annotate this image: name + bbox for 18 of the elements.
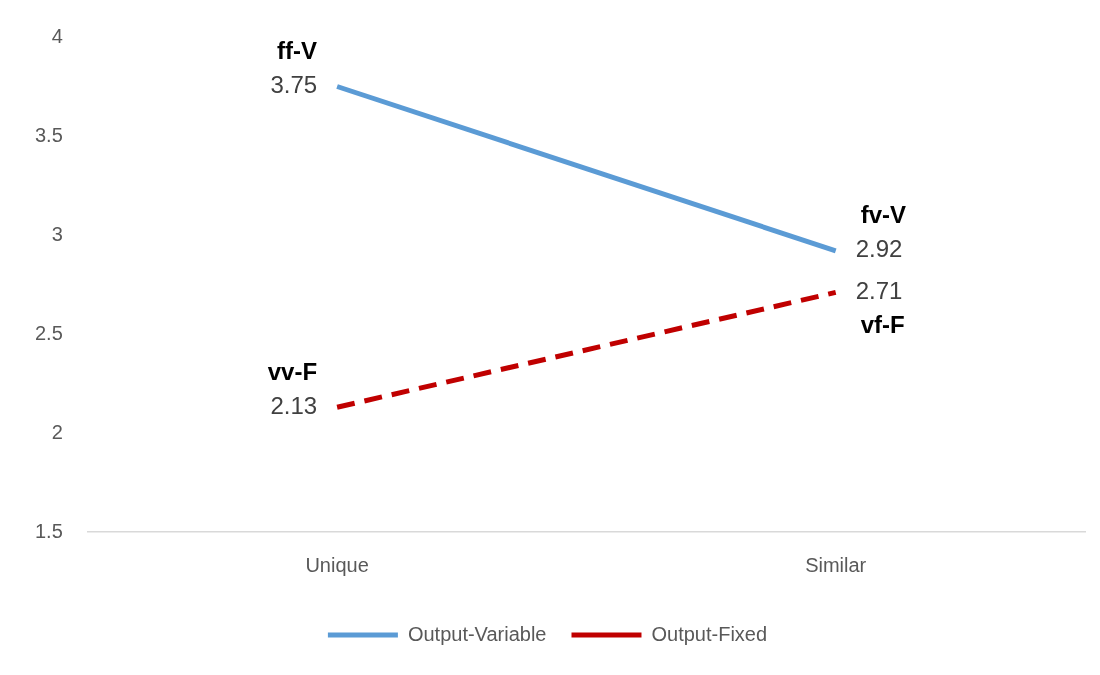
annotation: ff-V <box>277 37 318 65</box>
annotation: fv-V <box>860 201 907 229</box>
y-tick-label: 3.5 <box>34 123 63 146</box>
annotation: vf-F <box>860 311 905 339</box>
data-label: 2.13 <box>270 391 318 419</box>
legend-label: Output-Variable <box>407 622 547 645</box>
y-tick-label: 4 <box>51 24 63 47</box>
data-label: 3.75 <box>270 71 318 99</box>
x-tick-label: Similar <box>805 553 867 576</box>
data-label: 2.71 <box>855 277 903 305</box>
x-tick-label: Unique <box>305 553 369 576</box>
annotation: vv-F <box>267 357 318 385</box>
y-tick-label: 2.5 <box>34 321 63 344</box>
data-label: 2.92 <box>855 235 903 263</box>
y-tick-label: 3 <box>51 222 63 245</box>
legend-label: Output-Fixed <box>651 622 768 645</box>
y-tick-label: 1.5 <box>34 519 63 542</box>
y-tick-label: 2 <box>51 420 63 443</box>
